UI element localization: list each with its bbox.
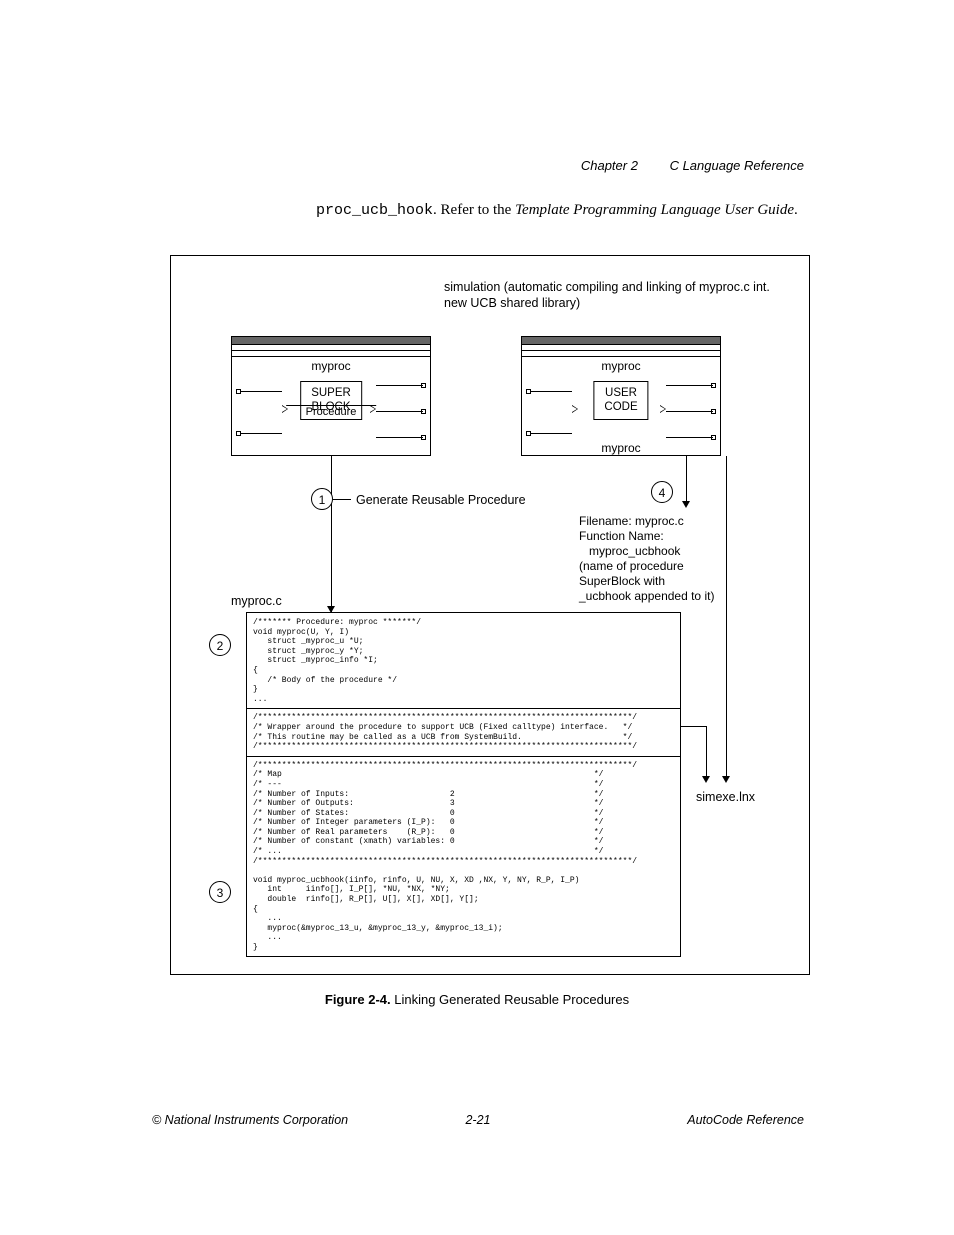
window-body: myproc SUPER BLOCK Procedure	[232, 359, 430, 457]
connector-line	[531, 391, 572, 392]
block-line1: USER	[604, 386, 637, 400]
tri-icon	[572, 405, 578, 413]
intro-paragraph: proc_ucb_hook. Refer to the Template Pro…	[316, 200, 804, 221]
proc-label-bottom: myproc	[522, 441, 720, 455]
arrow-line	[686, 456, 687, 506]
window-toolbar	[522, 351, 720, 357]
divider	[247, 708, 680, 709]
file-info-line: SuperBlock with	[579, 574, 714, 589]
tri-icon	[282, 405, 288, 413]
footer-page-number: 2-21	[465, 1113, 490, 1127]
simexe-label: simexe.lnx	[696, 790, 755, 804]
window-usercode: myproc USER CODE myproc	[521, 336, 721, 456]
arrow-head-icon	[722, 776, 730, 783]
chapter-number: Chapter 2	[581, 158, 638, 173]
chapter-header: Chapter 2 C Language Reference	[581, 158, 804, 173]
page-footer: © National Instruments Corporation 2-21 …	[152, 1113, 804, 1127]
arrow-head-icon	[682, 501, 690, 508]
intro-ital: Template Programming Language User Guide	[515, 202, 794, 218]
connector-line	[241, 391, 282, 392]
file-info-line: Function Name:	[579, 529, 714, 544]
page: Chapter 2 C Language Reference proc_ucb_…	[0, 0, 954, 1235]
connector-line	[376, 411, 423, 412]
step-circle-4: 4	[651, 481, 673, 503]
connector-line	[666, 437, 713, 438]
connector-line	[681, 726, 706, 727]
user-code-box: USER CODE	[593, 381, 648, 420]
code-box: /******* Procedure: myproc *******/ void…	[246, 612, 681, 957]
connector-line	[531, 433, 572, 434]
proc-label-top: myproc	[522, 359, 720, 373]
proc-label-top: myproc	[232, 359, 430, 373]
window-titlebar	[522, 337, 720, 345]
connector-line	[376, 437, 423, 438]
file-info-label: Filename:	[579, 514, 635, 528]
step-circle-1: 1	[311, 488, 333, 510]
footer-copyright: © National Instruments Corporation	[152, 1113, 348, 1127]
window-body: myproc USER CODE myproc	[522, 359, 720, 457]
myproc-c-label: myproc.c	[231, 594, 282, 608]
connector-line	[666, 385, 713, 386]
intro-code: proc_ucb_hook	[316, 202, 433, 219]
file-info-line: _ucbhook appended to it)	[579, 589, 714, 604]
connector-line	[241, 433, 282, 434]
connector-line	[376, 385, 423, 386]
figure-frame: simulation (automatic compiling and link…	[170, 255, 810, 975]
window-titlebar	[232, 337, 430, 345]
window-superblock: myproc SUPER BLOCK Procedure	[231, 336, 431, 456]
arrow-line	[726, 456, 727, 781]
intro-end: .	[794, 202, 798, 218]
step1-label: Generate Reusable Procedure	[356, 493, 526, 507]
arrow-head-icon	[702, 776, 710, 783]
figure-caption: Figure 2-4. Linking Generated Reusable P…	[0, 992, 954, 1007]
code-block-3: /***************************************…	[253, 761, 674, 953]
figure-caption-text: Linking Generated Reusable Procedures	[391, 992, 629, 1007]
file-info-line: myproc_ucbhook	[579, 544, 714, 559]
connector-line	[666, 411, 713, 412]
file-info-block: Filename: myproc.c Function Name: myproc…	[579, 514, 714, 604]
chapter-title: C Language Reference	[670, 158, 804, 173]
step-circle-3: 3	[209, 881, 231, 903]
block-sub: Procedure	[286, 405, 376, 420]
simulation-caption: simulation (automatic compiling and link…	[444, 279, 774, 312]
block-line1: SUPER	[311, 386, 351, 400]
step-circle-2: 2	[209, 634, 231, 656]
super-block-box: SUPER BLOCK Procedure	[300, 381, 362, 420]
file-info-value: myproc.c	[635, 514, 684, 528]
arrow-line	[706, 726, 707, 781]
file-info-line: Filename: myproc.c	[579, 514, 714, 529]
intro-mid: . Refer to the	[433, 202, 515, 218]
code-block-1: /******* Procedure: myproc *******/ void…	[253, 618, 674, 704]
arrow-line	[331, 456, 332, 612]
connector-line	[333, 499, 351, 500]
block-line2: CODE	[604, 400, 637, 414]
footer-doc-title: AutoCode Reference	[687, 1113, 804, 1127]
window-toolbar	[232, 351, 430, 357]
figure-caption-number: Figure 2-4.	[325, 992, 391, 1007]
divider	[247, 756, 680, 757]
code-block-2: /***************************************…	[253, 713, 674, 751]
file-info-line: (name of procedure	[579, 559, 714, 574]
